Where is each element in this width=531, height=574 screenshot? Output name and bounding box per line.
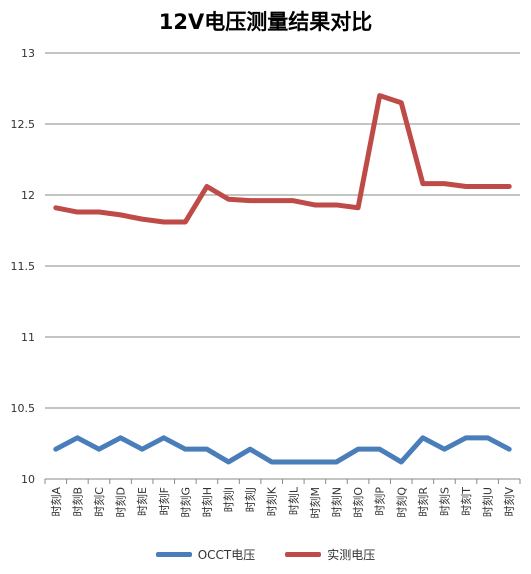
series-line-0 — [53, 435, 512, 465]
x-tick-label: 时刻O — [351, 487, 365, 518]
legend-swatch-occt — [155, 552, 192, 557]
x-tick-label: 时刻M — [308, 487, 322, 519]
x-tick-label: 时刻D — [114, 487, 128, 517]
legend-label-measured: 实测电压 — [327, 548, 376, 562]
y-tick-label: 10 — [21, 473, 35, 486]
y-tick-label: 11.5 — [11, 260, 36, 273]
x-tick-label: 时刻N — [329, 487, 343, 517]
x-tick-label: 时刻R — [416, 487, 430, 517]
legend-label-occt: OCCT电压 — [197, 548, 256, 562]
x-tick-label: 时刻U — [481, 487, 495, 517]
series-lines — [53, 93, 512, 465]
x-tick-label: 时刻L — [286, 486, 300, 515]
y-axis-ticks: 13 12.5 12 11.5 11 10.5 10 — [11, 47, 36, 486]
legend-item-occt: OCCT电压 — [155, 546, 256, 563]
series-line-1 — [53, 93, 512, 225]
x-tick-label: 时刻S — [437, 487, 451, 516]
legend: OCCT电压 实测电压 — [0, 546, 531, 563]
x-tick-label: 时刻I — [222, 487, 236, 512]
x-tick-label: 时刻E — [135, 487, 149, 516]
x-tick-label: 时刻A — [49, 487, 63, 517]
y-tick-label: 13 — [21, 47, 35, 60]
gridlines — [45, 52, 520, 480]
x-axis: 时刻A 时刻B 时刻C 时刻D 时刻E 时刻F 时刻G 时刻H 时刻I 时刻J 时刻K 时刻L 时刻M 时… — [44, 478, 521, 519]
x-tick-label: 时刻K — [265, 486, 279, 516]
y-tick-label: 11 — [21, 331, 35, 344]
y-tick-label: 12.5 — [11, 118, 36, 131]
x-tick-label: 时刻Q — [394, 487, 408, 518]
x-tick-label: 时刻V — [502, 487, 516, 517]
x-tick-label: 时刻G — [178, 487, 192, 518]
x-tick-label: 时刻P — [373, 487, 387, 516]
x-tick-label: 时刻C — [92, 487, 106, 517]
y-tick-label: 10.5 — [11, 402, 36, 415]
x-tick-label: 时刻F — [157, 487, 171, 515]
chart-title: 12V电压测量结果对比 — [158, 10, 373, 34]
x-tick-label: 时刻T — [459, 487, 473, 516]
x-tick-label: 时刻J — [243, 487, 257, 512]
x-tick-label: 时刻H — [200, 487, 214, 517]
y-tick-label: 12 — [21, 189, 35, 202]
legend-swatch-measured — [285, 552, 322, 557]
legend-item-measured: 实测电压 — [285, 546, 375, 563]
x-tick-label: 时刻B — [70, 487, 84, 517]
